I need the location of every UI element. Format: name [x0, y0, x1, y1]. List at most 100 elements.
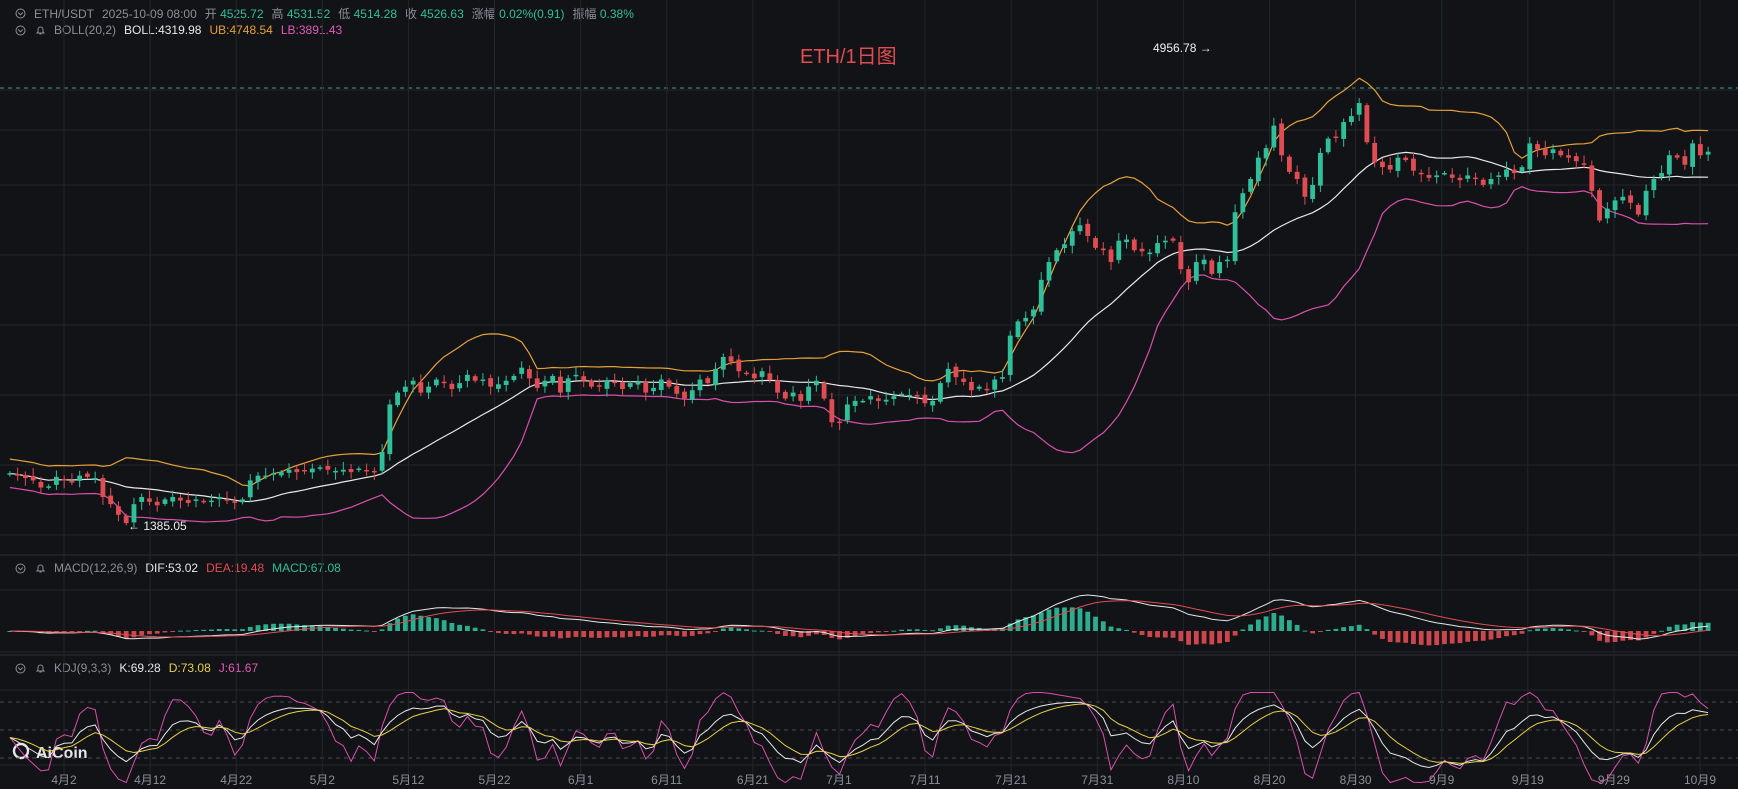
candle-body — [930, 400, 936, 406]
macd-bar — [92, 630, 98, 632]
candle-body — [472, 376, 478, 381]
macd-bar — [1240, 629, 1246, 631]
macd-bar — [356, 629, 362, 631]
collapse-icon[interactable] — [14, 562, 26, 574]
candle-body — [604, 380, 610, 389]
candle-body — [496, 384, 501, 389]
candle-body — [1403, 157, 1409, 161]
candle-body — [759, 371, 765, 377]
candle-body — [938, 383, 943, 402]
macd-value: MACD:67.08 — [272, 561, 341, 575]
candle-body — [193, 499, 199, 501]
collapse-icon[interactable] — [14, 24, 26, 36]
kdj-k-line — [9, 701, 1709, 769]
candle-body — [627, 383, 633, 387]
macd-bar — [371, 631, 377, 632]
candle-body — [1038, 279, 1044, 312]
candle-body — [1015, 321, 1021, 338]
candle-body — [1597, 190, 1602, 221]
macd-bar — [1093, 616, 1098, 631]
candle-body — [1209, 260, 1215, 274]
macd-bar — [1581, 631, 1587, 632]
macd-bar — [418, 615, 424, 631]
candle-body — [185, 499, 191, 503]
collapse-icon[interactable] — [14, 8, 26, 20]
price-header: ETH/USDT 2025-10-09 08:00 开 4525.72 高 45… — [14, 5, 634, 22]
macd-bar — [1690, 622, 1696, 631]
candle-body — [480, 379, 486, 382]
macd-bar — [85, 630, 90, 632]
macd-bar — [480, 629, 486, 631]
macd-bar — [271, 623, 276, 631]
candle-body — [108, 495, 114, 505]
macd-bar — [240, 629, 245, 631]
macd-bar — [1069, 607, 1075, 631]
candle-body — [620, 382, 625, 390]
candle-body — [612, 381, 618, 384]
macd-bar — [581, 631, 587, 637]
macd-bar — [589, 631, 594, 638]
candle-body — [1519, 167, 1525, 172]
candle-body — [410, 380, 416, 385]
boll-lb: LB:3891.43 — [280, 23, 343, 37]
candle-body — [1100, 248, 1106, 251]
macd-bar — [519, 631, 525, 634]
macd-bar — [1209, 631, 1215, 645]
x-tick-label: 7月31 — [1081, 773, 1113, 787]
macd-bar — [1628, 631, 1633, 641]
x-tick-label: 4月2 — [51, 773, 77, 787]
x-tick-label: 6月1 — [568, 773, 594, 787]
candle-body — [1659, 173, 1664, 177]
candle-body — [1131, 239, 1137, 251]
macd-bar — [1550, 628, 1556, 631]
macd-bar — [154, 631, 160, 634]
candle-body — [961, 378, 967, 382]
candle-body — [860, 400, 866, 403]
candle-body — [1007, 335, 1013, 376]
candle-body — [333, 470, 338, 473]
candle-body — [1108, 249, 1114, 263]
bell-icon[interactable] — [34, 662, 46, 674]
candle-body — [1201, 259, 1207, 265]
macd-bar — [387, 623, 393, 631]
macd-bar — [1325, 629, 1331, 631]
macd-bar — [565, 631, 571, 638]
candle-body — [1349, 116, 1354, 123]
macd-bar — [457, 624, 463, 631]
candle-body — [209, 500, 214, 503]
candle-body — [883, 399, 889, 402]
macd-bar — [945, 625, 951, 631]
candle-body — [682, 391, 687, 399]
candle-body — [201, 500, 207, 503]
candle-body — [519, 367, 525, 374]
candle-body — [1294, 171, 1300, 179]
bell-icon[interactable] — [34, 24, 46, 36]
candle-body — [449, 383, 455, 390]
x-tick-label: 5月12 — [392, 773, 424, 787]
macd-bar — [1666, 626, 1672, 631]
macd-bar — [379, 629, 385, 631]
macd-bar — [860, 631, 866, 635]
macd-bar — [1364, 629, 1370, 631]
candle-body — [294, 469, 300, 473]
macd-bar — [1597, 631, 1602, 641]
candle-body — [77, 475, 83, 481]
candle-body — [232, 501, 238, 503]
macd-bar — [402, 615, 408, 631]
candle-body — [651, 387, 656, 392]
boll-name: BOLL(20,2) — [54, 23, 117, 37]
candle-body — [7, 473, 13, 475]
bell-icon[interactable] — [34, 562, 46, 574]
candle-body — [976, 386, 982, 389]
macd-bar — [1147, 631, 1153, 638]
macd-bar — [410, 614, 416, 631]
candle-body — [852, 400, 858, 406]
macd-bar — [1504, 631, 1509, 637]
macd-bar — [61, 631, 67, 633]
collapse-icon[interactable] — [14, 662, 26, 674]
candle-body — [1062, 244, 1067, 249]
macd-bar — [627, 631, 633, 637]
candle-body — [837, 421, 843, 424]
macd-bar — [875, 631, 881, 633]
